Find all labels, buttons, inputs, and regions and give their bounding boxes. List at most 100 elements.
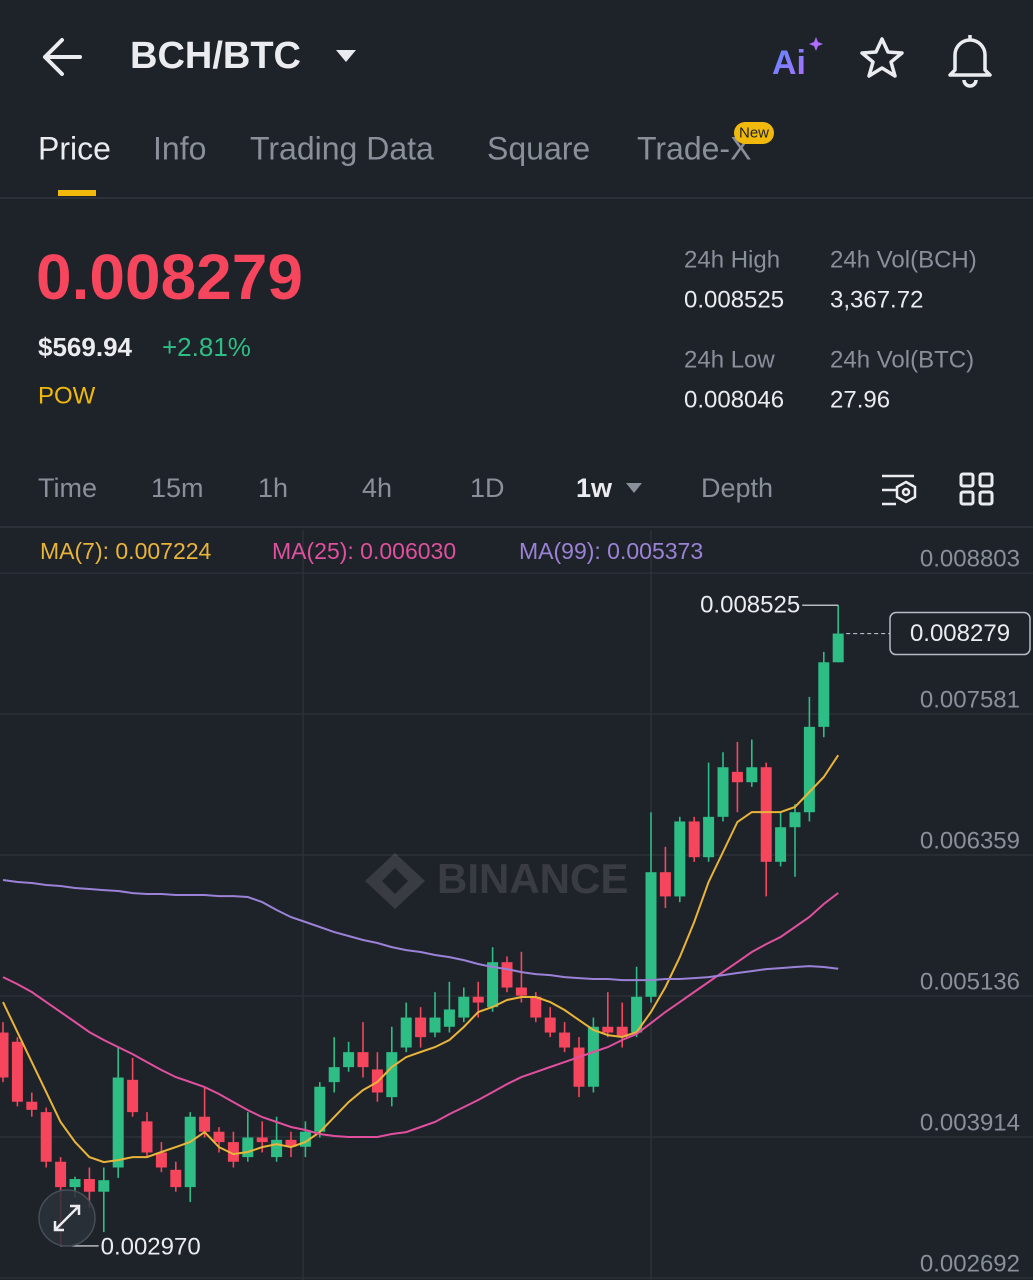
last-price-box — [889, 611, 1031, 656]
candle-body — [400, 1017, 412, 1048]
candle-body — [271, 1139, 283, 1158]
candle-body — [184, 1116, 196, 1188]
interval[interactable]: 15m — [151, 473, 204, 503]
ma-line — [2, 754, 840, 1164]
high-label: 0.008525 — [700, 592, 800, 619]
interval-dropdown[interactable] — [626, 483, 642, 493]
y-tick-label: 0.005136 — [920, 968, 1020, 995]
interval[interactable]: 1h — [258, 473, 288, 503]
pair-title[interactable]: BCH/BTC — [130, 35, 301, 77]
candle-body — [573, 1047, 585, 1087]
interval[interactable]: 4h — [362, 473, 392, 503]
candle-body — [515, 987, 527, 996]
candle-body — [703, 816, 715, 858]
candle-body — [26, 1101, 38, 1110]
tab[interactable]: Square — [487, 130, 590, 166]
interval[interactable]: Depth — [701, 473, 773, 503]
candle-body — [688, 821, 700, 858]
ma-line — [2, 879, 839, 982]
legend: MA(7): 0.007224 MA(25): 0.006030 MA(99): 0… — [40, 538, 703, 564]
candle-body — [775, 827, 787, 862]
candle-body — [299, 1131, 311, 1147]
interval[interactable]: 1D — [470, 473, 505, 503]
candle-body — [285, 1139, 297, 1147]
last-price: 0.008279 — [36, 241, 303, 313]
candle-body — [83, 1179, 95, 1192]
candle-body — [415, 1017, 427, 1038]
y-tick-label: 0.006359 — [920, 827, 1020, 854]
candle-body — [55, 1161, 67, 1188]
candle-body — [40, 1112, 52, 1162]
legend-entry: MA(7): 0.007224 — [40, 538, 212, 564]
candle-body — [544, 1017, 556, 1033]
new-badge: New — [739, 124, 769, 141]
candle-body — [141, 1121, 153, 1153]
stat-value: 27.96 — [830, 386, 890, 413]
interval[interactable]: 1w — [576, 473, 613, 503]
new-badge-bg — [734, 122, 774, 144]
legend-entry: MA(25): 0.006030 — [272, 538, 456, 564]
legend-entry: MA(99): 0.005373 — [519, 538, 703, 564]
interval[interactable]: Time — [38, 473, 97, 503]
favorite-button[interactable] — [860, 37, 904, 78]
candle-body — [760, 767, 772, 862]
candle-body — [746, 767, 758, 783]
candle-body — [98, 1180, 110, 1192]
stat-label: 24h High — [684, 246, 780, 273]
candle-body — [616, 1026, 628, 1038]
candle-body — [803, 726, 815, 813]
last-price-label: 0.008279 — [910, 620, 1010, 647]
candle-body — [227, 1142, 239, 1162]
candle-body — [242, 1137, 254, 1158]
candle-body — [155, 1152, 167, 1168]
candle-body — [789, 812, 801, 828]
candle-body — [343, 1052, 355, 1068]
candle-body — [501, 962, 513, 988]
price-change: +2.81% — [162, 332, 251, 362]
stat-value: 0.008525 — [684, 286, 784, 313]
ai-sparkle — [809, 37, 823, 51]
candle-body — [256, 1137, 268, 1143]
candle-body — [530, 996, 542, 1018]
indicator-settings-button[interactable] — [882, 474, 917, 506]
back-button[interactable] — [43, 38, 82, 76]
low-label: 0.002970 — [101, 1233, 201, 1260]
stat-label: 24h Low — [684, 346, 775, 373]
y-tick-label: 0.002692 — [920, 1250, 1020, 1277]
candle-body — [659, 872, 671, 897]
ma-line — [2, 892, 839, 1138]
candle-body — [11, 1041, 23, 1102]
candle-body — [213, 1131, 225, 1143]
candle-body — [717, 767, 729, 817]
active-tab-indicator — [58, 190, 96, 196]
notification-button[interactable] — [948, 35, 992, 88]
candle-body — [587, 1026, 599, 1087]
candle-body — [731, 771, 743, 783]
candle-body — [112, 1077, 124, 1168]
grid: 0.008803 0.007581 0.006359 0.005136 0.003914… — [0, 545, 1033, 1279]
pair-dropdown[interactable] — [336, 50, 356, 62]
tab[interactable]: Price — [38, 130, 111, 166]
candle-body — [328, 1067, 340, 1083]
usd-price: $569.94 — [38, 332, 133, 362]
layout-button[interactable] — [959, 472, 994, 506]
tag[interactable]: POW — [38, 382, 96, 409]
candle-body — [0, 1032, 9, 1078]
candle-body — [386, 1052, 398, 1098]
tab[interactable]: Trading Data — [250, 130, 434, 166]
fullscreen-button[interactable] — [38, 1189, 96, 1247]
candle-body — [443, 1009, 455, 1027]
y-tick-label: 0.008803 — [920, 545, 1020, 572]
tab[interactable]: Info — [153, 130, 206, 166]
ai-button[interactable]: Ai — [772, 44, 806, 82]
candle-body — [645, 872, 657, 997]
candle-body — [602, 1026, 614, 1033]
candle-body — [472, 996, 484, 1003]
tab[interactable]: Trade-X — [637, 130, 751, 166]
candle-body — [559, 1032, 571, 1048]
candle-body — [631, 996, 643, 1033]
candle-body — [487, 962, 499, 1008]
plot: 0.008525 0.002970 0.008279 — [0, 592, 1031, 1260]
